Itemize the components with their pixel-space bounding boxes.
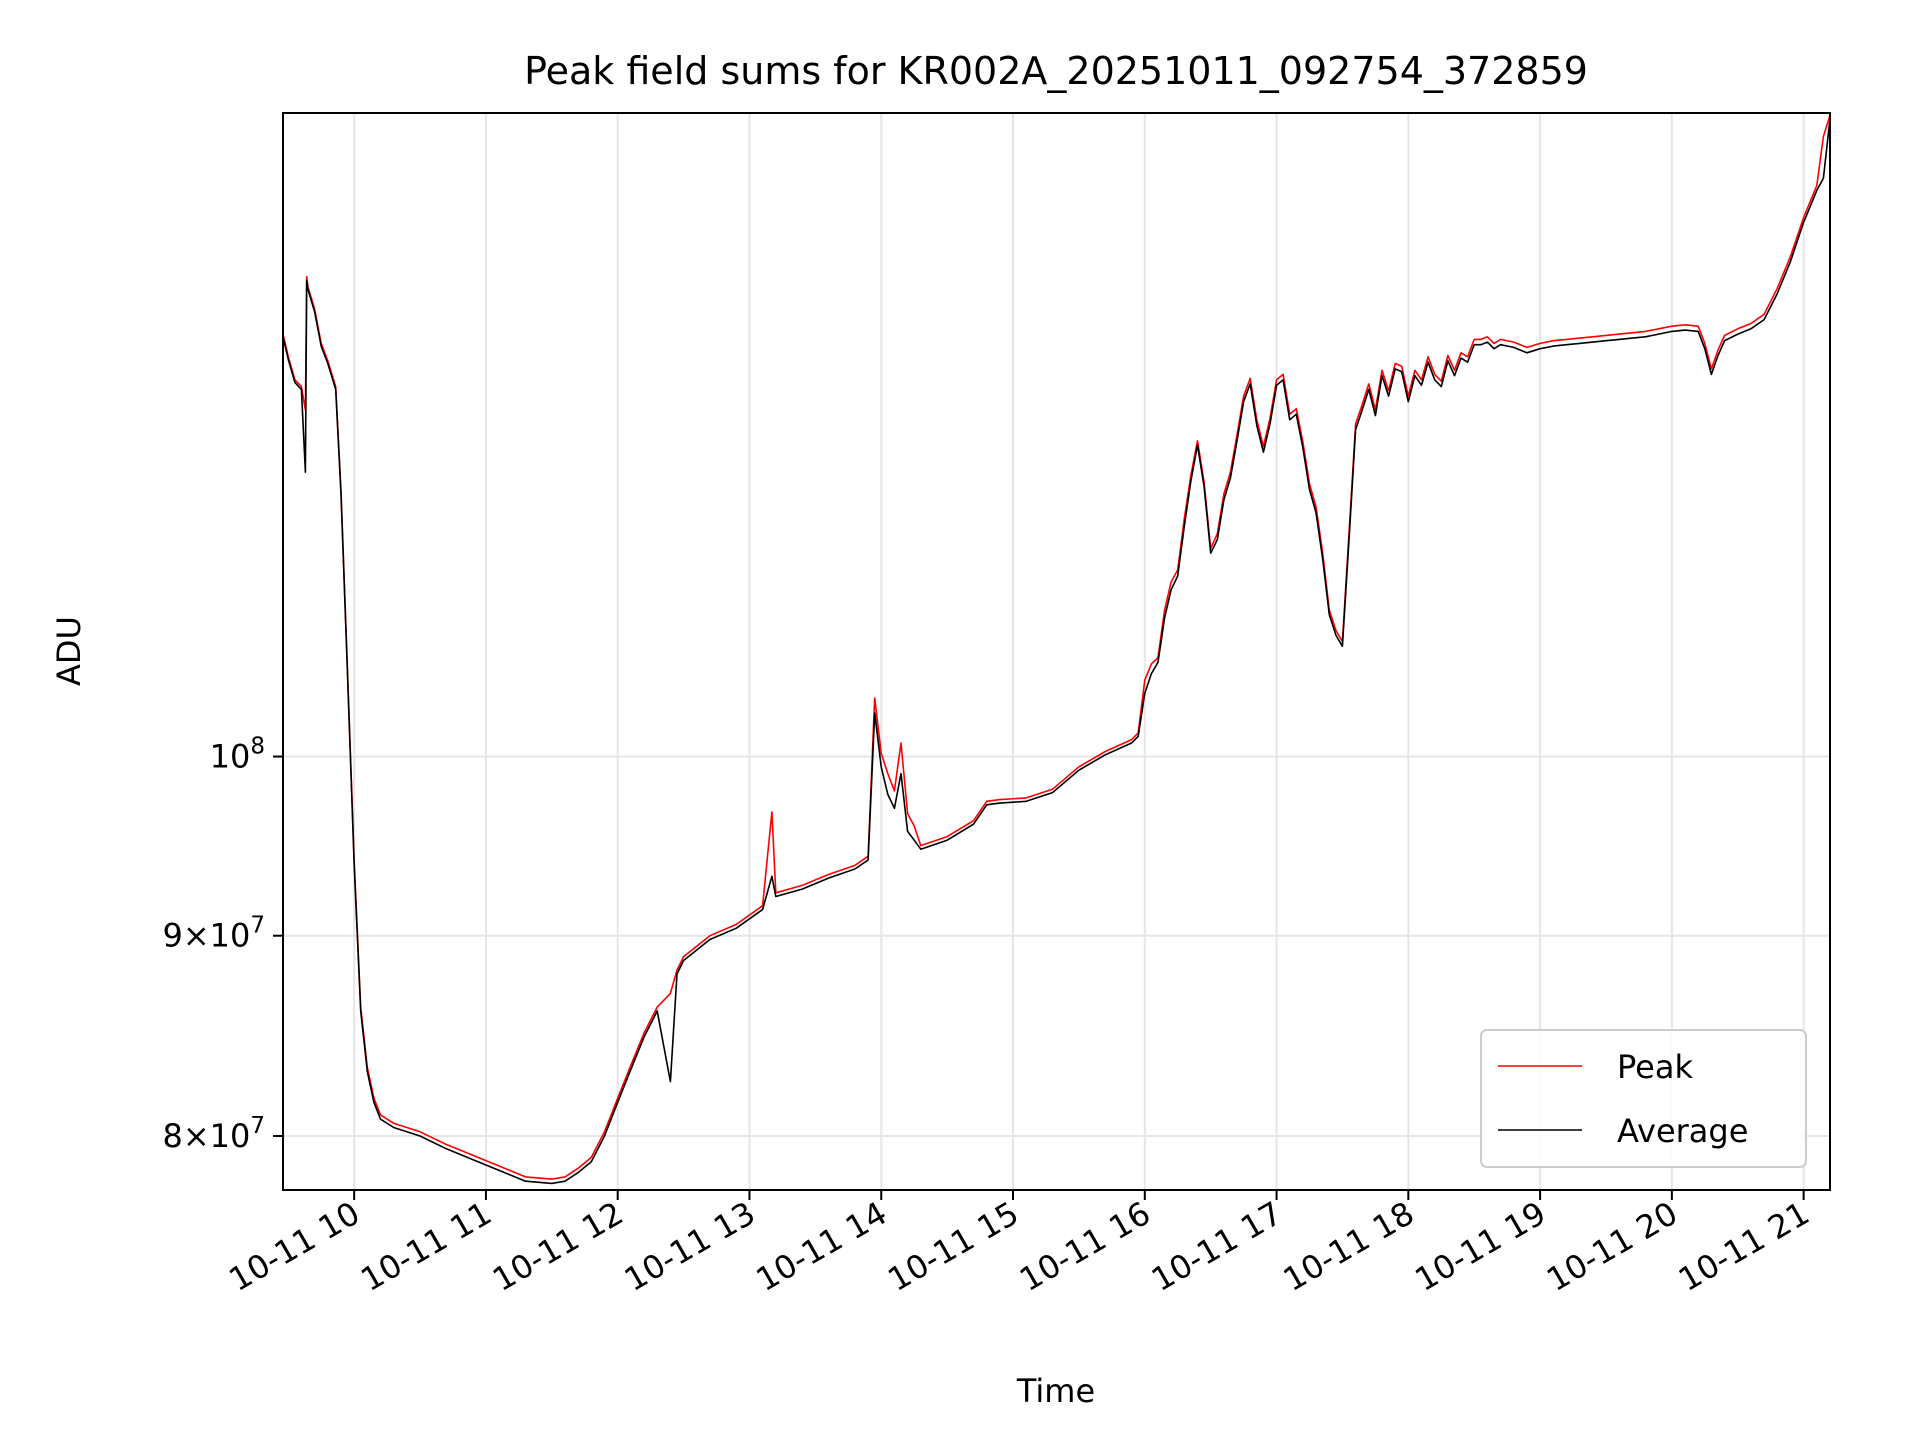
x-axis-label: Time [1016,1372,1095,1410]
grid [283,113,1830,1190]
legend-label-average: Average [1617,1112,1748,1150]
plot-area-frame [282,112,1831,1191]
y-axis-label: ADU [50,616,88,686]
y-axis: 8×107 9×107 108 [162,734,283,1155]
legend: Peak Average [1480,1029,1807,1168]
chart-title: Peak field sums for KR002A_20251011_0927… [524,49,1588,93]
series-layer [282,115,1831,1185]
legend-label-peak: Peak [1617,1048,1693,1086]
y-tick-label: 108 [210,734,265,776]
y-tick-label: 8×107 [162,1113,265,1155]
legend-box [1480,1029,1807,1168]
series-line-average [282,118,1831,1185]
y-tick-label: 9×107 [162,913,265,955]
